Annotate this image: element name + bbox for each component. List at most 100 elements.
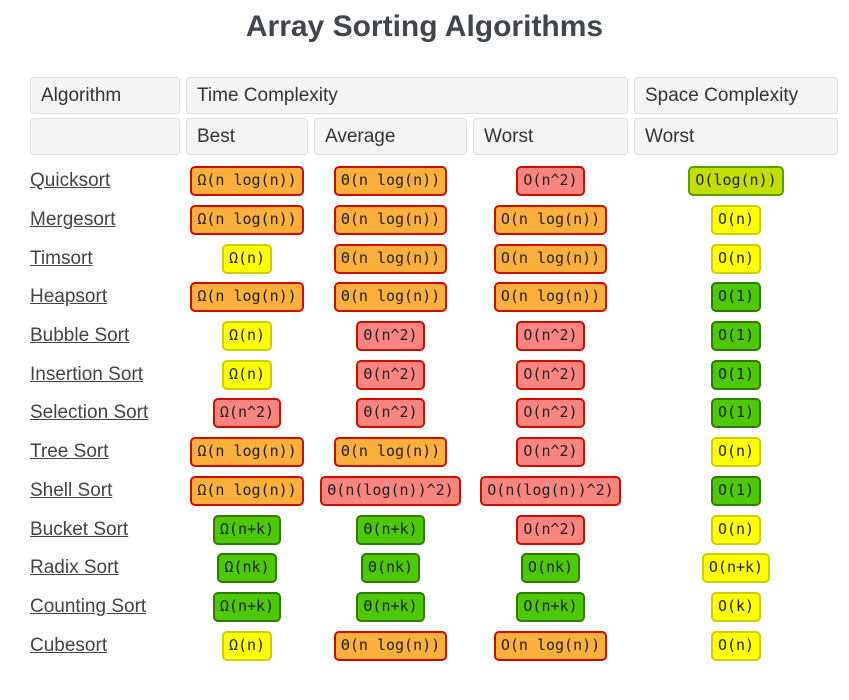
page-title: Array Sorting Algorithms: [245, 10, 604, 43]
worst-cell: O(n(log(n))^2): [473, 475, 628, 506]
average-cell: Θ(n log(n)): [314, 166, 467, 197]
table-row: Mergesort Ω(n log(n)) Θ(n log(n)) O(n lo…: [0, 201, 849, 240]
complexity-badge: O(n^2): [516, 321, 585, 352]
complexity-badge: O(n^2): [516, 359, 585, 390]
average-cell: Θ(n^2): [314, 398, 467, 429]
algorithm-link-selection-sort[interactable]: Selection Sort: [30, 402, 149, 424]
space-cell: O(n): [634, 205, 838, 236]
best-cell: Ω(n): [186, 630, 308, 661]
algorithm-link-radix-sort[interactable]: Radix Sort: [30, 557, 119, 579]
algorithm-link-bucket-sort[interactable]: Bucket Sort: [30, 518, 129, 540]
average-cell: Θ(n(log(n))^2): [314, 475, 467, 506]
complexity-badge: Ω(n): [221, 243, 273, 274]
complexity-badge: O(n^2): [516, 398, 585, 429]
algorithm-link-cubesort[interactable]: Cubesort: [30, 634, 108, 656]
space-cell: O(n): [634, 243, 838, 274]
worst-cell: O(n^2): [473, 321, 628, 352]
worst-cell: O(nk): [473, 553, 628, 584]
space-cell: O(1): [634, 398, 838, 429]
average-cell: Θ(n log(n)): [314, 437, 467, 468]
complexity-badge: Θ(n log(n)): [333, 630, 448, 661]
table-row: Insertion Sort Ω(n) Θ(n^2) O(n^2) O(1): [0, 355, 849, 394]
table-row: Bucket Sort Ω(n+k) Θ(n+k) O(n^2) O(n): [0, 510, 849, 549]
worst-cell: O(n^2): [473, 359, 628, 390]
algorithm-link-bubble-sort[interactable]: Bubble Sort: [30, 325, 130, 347]
worst-cell: O(n^2): [473, 437, 628, 468]
average-cell: Θ(n+k): [314, 514, 467, 545]
best-cell: Ω(n): [186, 243, 308, 274]
best-cell: Ω(n^2): [186, 398, 308, 429]
complexity-badge: O(n): [710, 243, 762, 274]
header-worst-space: Worst: [634, 118, 838, 155]
complexity-badge: Ω(n): [221, 321, 273, 352]
complexity-badge: O(n^2): [516, 437, 585, 468]
space-cell: O(1): [634, 282, 838, 313]
complexity-badge: Ω(n log(n)): [190, 475, 304, 506]
complexity-badge: Θ(n+k): [356, 514, 425, 545]
header-empty-cell: [30, 118, 180, 155]
complexity-badge: Ω(n): [221, 359, 273, 390]
complexity-badge: O(n): [710, 205, 762, 236]
complexity-badge: Θ(nk): [360, 553, 421, 584]
space-cell: O(1): [634, 359, 838, 390]
space-cell: O(n): [634, 514, 838, 545]
complexity-badge: O(1): [710, 321, 762, 352]
best-cell: Ω(nk): [186, 553, 308, 584]
algorithm-link-heapsort[interactable]: Heapsort: [30, 286, 108, 308]
complexity-badge: Ω(n log(n)): [190, 437, 304, 468]
algorithm-link-timsort[interactable]: Timsort: [30, 247, 93, 269]
complexity-badge: Θ(n log(n)): [333, 205, 448, 236]
complexity-badge: O(n log(n)): [493, 243, 608, 274]
complexity-badge: Ω(n log(n)): [190, 282, 304, 313]
algorithm-link-insertion-sort[interactable]: Insertion Sort: [30, 363, 143, 385]
table-row: Tree Sort Ω(n log(n)) Θ(n log(n)) O(n^2)…: [0, 433, 849, 472]
complexity-badge: O(n^2): [516, 166, 585, 197]
complexity-badge: Θ(n log(n)): [333, 282, 448, 313]
best-cell: Ω(n): [186, 359, 308, 390]
complexity-badge: Θ(n+k): [356, 591, 425, 622]
worst-cell: O(n^2): [473, 398, 628, 429]
algorithm-link-quicksort[interactable]: Quicksort: [30, 170, 111, 192]
best-cell: Ω(n+k): [186, 514, 308, 545]
header-time-complexity: Time Complexity: [186, 77, 628, 114]
complexity-badge: O(n log(n)): [493, 282, 608, 313]
algorithm-link-shell-sort[interactable]: Shell Sort: [30, 479, 113, 501]
complexity-badge: Θ(n^2): [356, 398, 425, 429]
best-cell: Ω(n log(n)): [186, 475, 308, 506]
complexity-badge: O(n+k): [516, 591, 585, 622]
table-row: Heapsort Ω(n log(n)) Θ(n log(n)) O(n log…: [0, 278, 849, 317]
algorithm-link-mergesort[interactable]: Mergesort: [30, 209, 116, 231]
complexity-badge: O(n): [710, 437, 762, 468]
complexity-badge: Θ(n log(n)): [333, 166, 448, 197]
average-cell: Θ(nk): [314, 553, 467, 584]
table-row: Counting Sort Ω(n+k) Θ(n+k) O(n+k) O(k): [0, 588, 849, 627]
header-best: Best: [186, 118, 308, 155]
table-row: Timsort Ω(n) Θ(n log(n)) O(n log(n)) O(n…: [0, 239, 849, 278]
average-cell: Θ(n log(n)): [314, 282, 467, 313]
space-cell: O(n): [634, 437, 838, 468]
table-header: Algorithm Time Complexity Space Complexi…: [0, 77, 849, 155]
table-row: Quicksort Ω(n log(n)) Θ(n log(n)) O(n^2)…: [0, 162, 849, 201]
table-row: Bubble Sort Ω(n) Θ(n^2) O(n^2) O(1): [0, 317, 849, 356]
complexity-badge: O(k): [710, 591, 762, 622]
table-row: Selection Sort Ω(n^2) Θ(n^2) O(n^2) O(1): [0, 394, 849, 433]
best-cell: Ω(n log(n)): [186, 166, 308, 197]
complexity-badge: O(1): [710, 359, 762, 390]
worst-cell: O(n^2): [473, 514, 628, 545]
best-cell: Ω(n+k): [186, 591, 308, 622]
worst-cell: O(n log(n)): [473, 205, 628, 236]
best-cell: Ω(n log(n)): [186, 437, 308, 468]
complexity-badge: Θ(n(log(n))^2): [320, 475, 461, 506]
complexity-badge: O(1): [710, 398, 762, 429]
average-cell: Θ(n^2): [314, 321, 467, 352]
complexity-badge: Ω(n): [221, 630, 273, 661]
complexity-badge: Θ(n log(n)): [333, 437, 448, 468]
algorithm-link-tree-sort[interactable]: Tree Sort: [30, 441, 109, 463]
best-cell: Ω(n log(n)): [186, 282, 308, 313]
algorithm-link-counting-sort[interactable]: Counting Sort: [30, 595, 147, 617]
best-cell: Ω(n): [186, 321, 308, 352]
space-cell: O(k): [634, 591, 838, 622]
complexity-badge: O(nk): [520, 553, 581, 584]
header-row-cases: Best Average Worst Worst: [0, 118, 849, 155]
